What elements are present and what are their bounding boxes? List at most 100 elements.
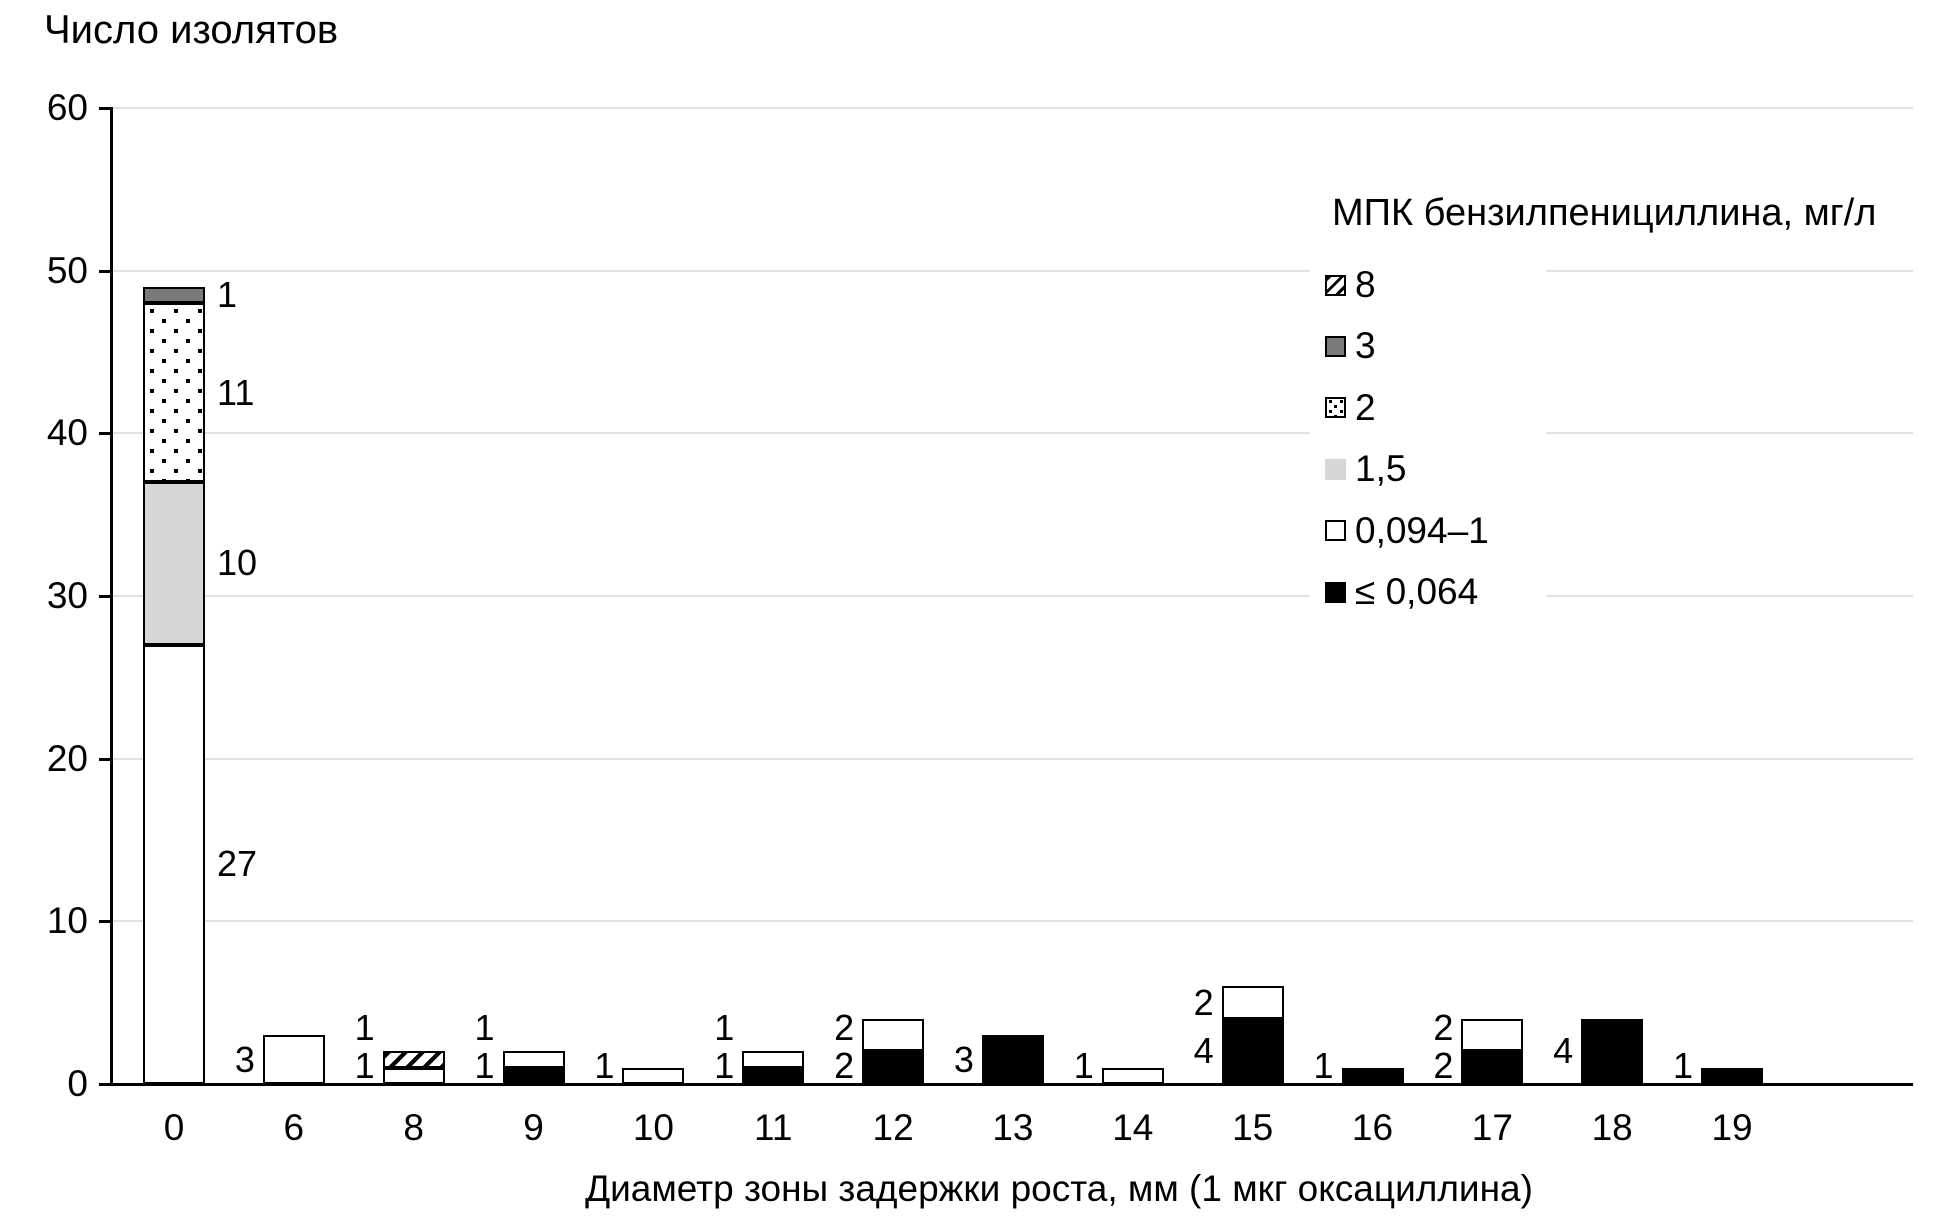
- legend-swatch-hatch-icon: [1325, 274, 1346, 296]
- y-axis-line: [110, 108, 113, 1086]
- bar-segment: [382, 1051, 445, 1068]
- bar-value-label: 2: [1433, 1007, 1454, 1048]
- x-tick-label: 17: [1471, 1107, 1513, 1148]
- bar-value-label: 27: [217, 843, 258, 885]
- bar-segment: [1341, 1068, 1404, 1084]
- bar-segment: [1221, 1019, 1284, 1084]
- bar-segment: [1581, 1019, 1644, 1084]
- x-tick-label: 19: [1711, 1107, 1753, 1148]
- bar-segment: [862, 1051, 925, 1084]
- bar-segment: [143, 287, 205, 303]
- y-gridline: [112, 269, 1913, 272]
- legend-item: 0,094–1: [1325, 509, 1489, 553]
- x-tick-label: 14: [1112, 1107, 1154, 1148]
- y-tick: [99, 269, 113, 273]
- x-axis-title: Диаметр зоны задержки роста, мм (1 мкг о…: [585, 1168, 1533, 1209]
- bar-value-label: 2: [834, 1045, 855, 1086]
- bar-value-label: 3: [234, 1038, 255, 1080]
- bar-value-label: 1: [714, 1007, 735, 1048]
- y-gridline: [112, 595, 1913, 597]
- bar-segment: [1461, 1019, 1524, 1051]
- bar-segment: [143, 482, 205, 645]
- bar-value-label: 1: [1673, 1045, 1694, 1086]
- bar-value-label: 1: [217, 274, 238, 316]
- y-tick: [99, 432, 113, 436]
- bar-value-label: 2: [834, 1007, 855, 1048]
- bar-value-label: 2: [1433, 1045, 1454, 1086]
- legend-item-label: ≤ 0,064: [1355, 571, 1479, 612]
- chart-title: Число изолятов: [44, 8, 339, 52]
- bar-segment: [382, 1068, 445, 1084]
- x-tick-label: 18: [1591, 1107, 1633, 1148]
- legend-item: 1,5: [1325, 447, 1406, 491]
- legend-title: МПК бензилпенициллина, мг/л: [1332, 192, 1877, 234]
- legend-item: 2: [1325, 386, 1376, 430]
- bar-segment: [502, 1068, 565, 1084]
- legend-item: ≤ 0,064: [1325, 570, 1478, 614]
- bar-segment: [981, 1035, 1044, 1084]
- legend-item: 8: [1325, 263, 1376, 307]
- y-tick: [99, 757, 113, 761]
- bar-value-label: 4: [1553, 1030, 1574, 1072]
- bar-value-label: 1: [594, 1045, 615, 1086]
- bar-value-label: 1: [1313, 1045, 1334, 1086]
- y-tick: [99, 920, 113, 924]
- y-tick-label: 10: [46, 900, 88, 942]
- legend-swatch-lightgray-icon: [1325, 458, 1346, 480]
- bar-value-label: 1: [354, 1007, 375, 1048]
- bar-segment: [143, 303, 205, 482]
- legend-swatch-black-icon: [1325, 581, 1346, 603]
- bar-segment: [262, 1035, 325, 1084]
- x-tick-label: 9: [523, 1107, 544, 1148]
- bar-segment: [742, 1068, 805, 1084]
- x-tick-label: 11: [754, 1107, 793, 1148]
- x-axis-line: [110, 1083, 1913, 1086]
- bar-value-label: 11: [217, 371, 255, 413]
- bar-value-label: 1: [714, 1045, 735, 1086]
- x-tick-label: 15: [1232, 1107, 1274, 1148]
- legend-swatch-white-icon: [1325, 520, 1346, 542]
- legend-swatch-darkgray-icon: [1325, 335, 1346, 357]
- bar-segment: [862, 1019, 925, 1051]
- y-gridline: [112, 757, 1913, 760]
- x-tick-label: 10: [632, 1107, 674, 1148]
- bar-segment: [742, 1051, 805, 1068]
- bar-segment: [1701, 1068, 1764, 1084]
- bar-value-label: 4: [1193, 1030, 1214, 1072]
- bar-value-label: 1: [474, 1007, 495, 1048]
- x-tick-label: 6: [283, 1107, 305, 1148]
- legend-item-label: 2: [1355, 386, 1376, 428]
- x-tick-label: 8: [403, 1107, 424, 1148]
- bar-segment: [502, 1051, 565, 1068]
- x-tick-label: 0: [163, 1107, 185, 1148]
- bar-segment: [622, 1068, 685, 1084]
- y-tick-label: 40: [46, 412, 88, 454]
- x-tick-label: 16: [1351, 1107, 1394, 1148]
- bar-value-label: 3: [953, 1038, 974, 1080]
- x-tick-label: 13: [992, 1107, 1034, 1148]
- legend-item-label: 3: [1355, 325, 1376, 367]
- bar-value-label: 1: [354, 1045, 375, 1086]
- bar-value-label: 1: [474, 1045, 495, 1086]
- y-tick-label: 20: [46, 737, 88, 779]
- y-gridline: [112, 107, 1913, 109]
- y-tick-label: 60: [46, 87, 88, 128]
- bar-value-label: 10: [217, 542, 258, 584]
- bar-value-label: 2: [1193, 981, 1214, 1023]
- legend: МПК бензилпенициллина, мг/л 8 3 2 1,5 0,094–…: [1310, 186, 1876, 616]
- x-tick-label: 12: [872, 1107, 914, 1148]
- bar-value-label: 1: [1073, 1045, 1094, 1086]
- bar-segment: [1461, 1051, 1524, 1084]
- bar-segment: [1101, 1068, 1164, 1084]
- y-tick-label: 30: [46, 575, 88, 616]
- y-tick: [99, 107, 113, 110]
- legend-item-label: 8: [1355, 264, 1376, 305]
- bar-segment: [1221, 986, 1284, 1019]
- legend-swatch-dots-icon: [1325, 397, 1346, 419]
- y-tick: [99, 595, 113, 598]
- y-gridline: [112, 920, 1913, 923]
- legend-item: 3: [1325, 324, 1376, 368]
- legend-item-label: 1,5: [1355, 448, 1407, 490]
- y-tick-label: 0: [67, 1063, 88, 1104]
